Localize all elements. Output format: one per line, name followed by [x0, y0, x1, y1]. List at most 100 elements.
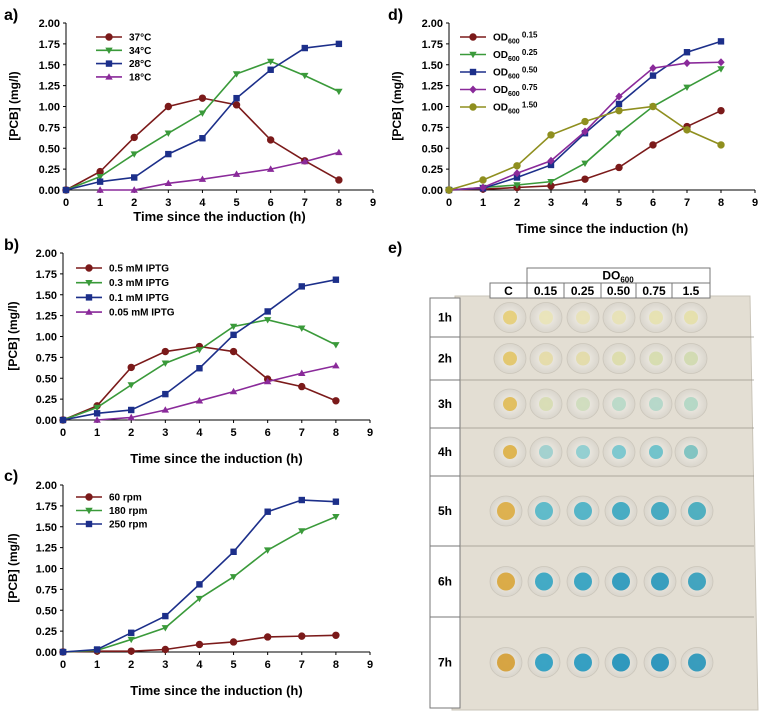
legend-label: 0.5 mM IPTG — [109, 264, 169, 275]
row-header-label: 1h — [438, 311, 452, 325]
well-spot — [688, 653, 706, 672]
y-tick-label: 2.00 — [422, 18, 443, 30]
well-spot — [612, 310, 626, 325]
x-tick-label: 9 — [367, 427, 373, 439]
legend-label: OD600 0.15 — [493, 31, 538, 46]
data-point — [615, 106, 623, 115]
y-tick-label: 0.75 — [422, 122, 443, 134]
well-spot — [539, 310, 553, 325]
panel-letter-c: c) — [4, 468, 18, 485]
data-point — [130, 186, 138, 193]
panel-letter-d: d) — [388, 7, 403, 24]
data-point — [233, 94, 240, 102]
y-tick-label: 0.50 — [36, 373, 57, 385]
well-spot — [612, 502, 630, 520]
data-point — [232, 101, 241, 109]
data-point — [513, 169, 521, 178]
data-point — [127, 382, 135, 389]
data-point — [263, 317, 272, 324]
data-point — [581, 117, 589, 126]
x-tick-label: 4 — [196, 427, 203, 439]
x-tick-label: 1 — [94, 659, 100, 671]
row-header-cell — [429, 545, 461, 618]
data-point — [165, 150, 172, 158]
well-spot — [535, 572, 553, 591]
data-point — [93, 416, 101, 423]
data-point — [615, 130, 623, 137]
row-headers: 1h 2h 3h 4h 5h 6h 7h — [429, 297, 461, 709]
data-point — [161, 406, 170, 413]
data-point — [615, 100, 623, 108]
legend-label-name: OD — [493, 33, 508, 44]
data-point — [649, 102, 657, 111]
column-headers: C 0.15 0.25 0.50 0.75 1.5 — [489, 282, 711, 299]
column-header-label: 1.5 — [683, 284, 700, 298]
data-point — [59, 648, 67, 656]
data-point — [649, 141, 657, 149]
data-point — [332, 342, 340, 349]
x-tick-label: 6 — [650, 197, 656, 209]
data-point — [547, 161, 555, 169]
legend-swatch-marker — [105, 47, 113, 54]
y-tick-label: 0.75 — [36, 584, 57, 596]
legend-label: 18°C — [129, 72, 151, 83]
y-axis-label: [PCB] (mg/l) — [390, 71, 404, 140]
legend-swatch-marker — [105, 73, 113, 80]
data-point — [332, 498, 340, 505]
column-header-label: 0.15 — [534, 284, 558, 298]
data-point — [332, 276, 340, 283]
y-tick-label: 1.00 — [36, 564, 57, 576]
panel-letter-b: b) — [4, 237, 19, 254]
data-point — [195, 595, 204, 603]
data-point — [581, 175, 589, 183]
well-spot — [649, 397, 663, 411]
data-point — [547, 131, 555, 139]
data-point — [717, 66, 725, 73]
well-spot — [503, 351, 517, 366]
x-tick-label: 5 — [230, 427, 236, 439]
well-spot — [649, 445, 663, 459]
data-point — [301, 44, 308, 52]
data-point — [266, 165, 275, 172]
row-header-cell — [429, 297, 461, 338]
legend-swatch-marker — [85, 493, 93, 501]
column-header-label: C — [504, 284, 513, 298]
y-tick-label: 2.00 — [39, 18, 60, 30]
legend-label: OD600 0.25 — [493, 48, 538, 63]
well-spot — [651, 502, 669, 520]
well-spot — [497, 572, 515, 591]
data-point — [298, 325, 306, 332]
data-point — [298, 283, 305, 290]
y-tick-label: 0.50 — [39, 143, 60, 155]
data-point — [683, 59, 691, 68]
legend-label-name: OD — [493, 50, 508, 61]
x-axis-label: Time since the induction (h) — [516, 221, 688, 236]
data-point — [649, 72, 657, 79]
well-spot — [684, 310, 698, 325]
data-point — [513, 174, 521, 181]
y-tick-label: 0.25 — [422, 164, 443, 176]
data-point — [230, 331, 237, 339]
data-point — [229, 323, 238, 331]
x-tick-label: 3 — [162, 427, 168, 439]
data-point — [479, 183, 487, 192]
x-tick-label: 0 — [60, 427, 66, 439]
column-header-label: 0.25 — [571, 284, 595, 298]
legend-label-sub: 600 — [508, 56, 520, 63]
data-point — [161, 625, 170, 632]
x-tick-label: 4 — [582, 197, 589, 209]
data-point — [332, 631, 340, 639]
data-point — [264, 308, 271, 315]
data-point — [62, 186, 70, 194]
x-tick-label: 2 — [128, 427, 134, 439]
data-point — [196, 581, 203, 588]
x-tick-label: 3 — [162, 659, 168, 671]
legend-label: 0.1 mM IPTG — [109, 293, 169, 304]
data-point — [298, 382, 306, 391]
data-point — [96, 167, 104, 176]
data-point — [301, 72, 309, 80]
well-spot — [497, 502, 515, 520]
data-point — [161, 645, 170, 654]
x-tick-label: 7 — [299, 427, 305, 439]
y-tick-label: 1.75 — [422, 39, 443, 51]
